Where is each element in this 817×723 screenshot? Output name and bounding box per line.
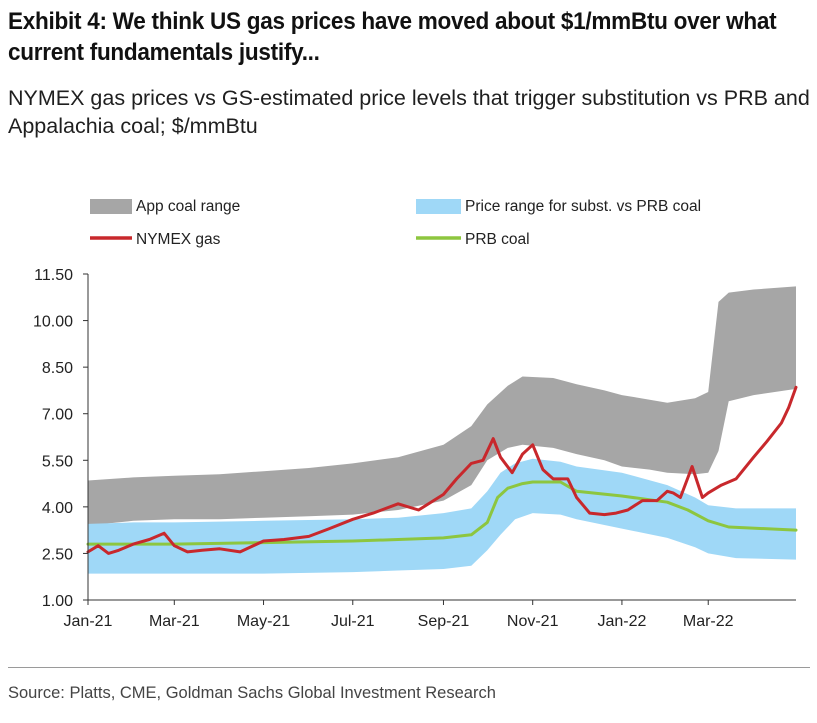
y-tick-label: 1.00 [42,593,73,610]
x-tick-label: Jan-22 [597,613,646,630]
legend-swatch-prb-subst-range [416,199,461,214]
x-tick-label: Nov-21 [507,613,559,630]
source-note: Source: Platts, CME, Goldman Sachs Globa… [8,684,496,702]
y-tick-label: 8.50 [42,360,73,377]
series-line-nymex-gas [86,385,798,555]
x-tick-label: Mar-21 [149,613,200,630]
legend-label-app-coal-range: App coal range [136,198,240,215]
y-tick-label: 10.00 [33,314,73,331]
band-app-coal-range [88,286,796,526]
x-tick-label: Jul-21 [331,613,375,630]
legend: App coal range Price range for subst. vs… [90,198,701,248]
x-tick-label: Mar-22 [683,613,734,630]
x-tick-label: Jan-21 [64,613,113,630]
legend-label-prb-coal: PRB coal [465,231,530,248]
legend-label-prb-subst-range: Price range for subst. vs PRB coal [465,198,701,215]
y-tick-label: 11.50 [34,267,73,284]
y-tick-label: 2.50 [42,546,73,563]
chart-title: Exhibit 4: We think US gas prices have m… [8,8,777,66]
y-tick-label: 4.00 [42,500,73,517]
series-line-prb-coal [86,480,798,546]
y-tick-label: 7.00 [42,407,73,424]
x-tick-label: May-21 [237,613,290,630]
legend-label-nymex-gas: NYMEX gas [136,231,221,248]
x-tick-label: Sep-21 [418,613,470,630]
plot-area: 1.00 2.50 4.00 5.50 7.00 8.50 10.00 11.50 Jan-21… [33,267,798,630]
footer-divider [8,667,810,668]
y-tick-label: 5.50 [42,453,73,470]
chart-svg: App coal range Price range for subst. vs… [33,198,798,630]
legend-swatch-app-coal-range [90,199,132,214]
band-price-range-for-subst-vs-prb-coal [88,458,796,574]
chart-subtitle: NYMEX gas prices vs GS-estimated price l… [8,86,810,138]
